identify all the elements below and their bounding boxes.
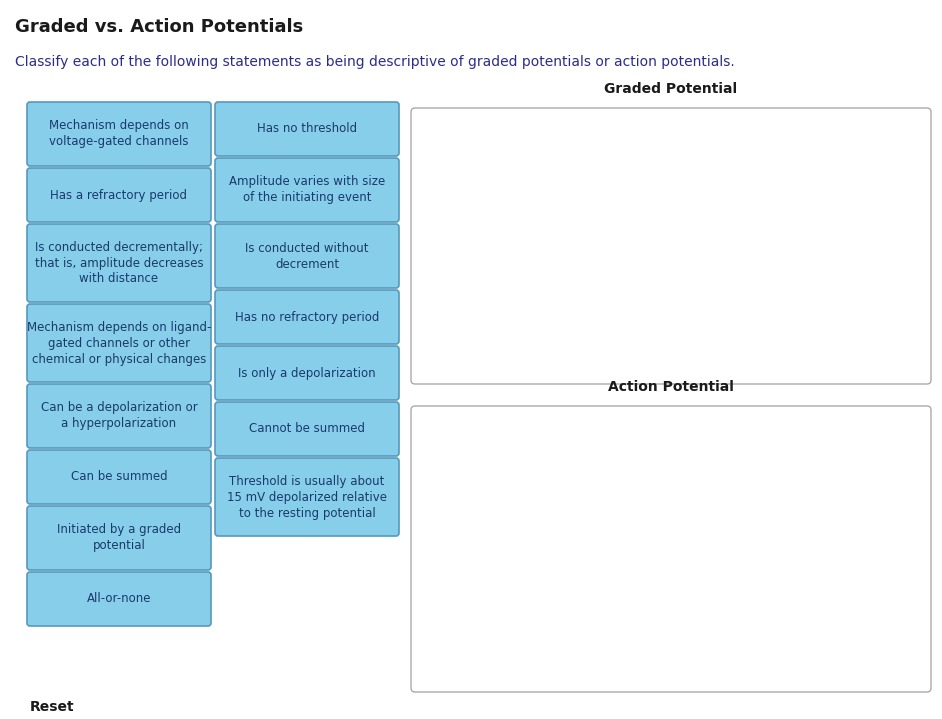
Text: Mechanism depends on ligand-
gated channels or other
chemical or physical change: Mechanism depends on ligand- gated chann…	[26, 321, 211, 365]
Text: Amplitude varies with size
of the initiating event: Amplitude varies with size of the initia…	[229, 175, 385, 204]
FancyBboxPatch shape	[27, 450, 211, 504]
FancyBboxPatch shape	[27, 168, 211, 222]
Text: Graded Potential: Graded Potential	[605, 82, 738, 96]
Text: Reset: Reset	[30, 700, 74, 714]
FancyBboxPatch shape	[215, 158, 399, 222]
FancyBboxPatch shape	[27, 224, 211, 302]
Text: Has no refractory period: Has no refractory period	[235, 311, 380, 324]
FancyBboxPatch shape	[215, 402, 399, 456]
Text: Classify each of the following statements as being descriptive of graded potenti: Classify each of the following statement…	[15, 55, 735, 69]
FancyBboxPatch shape	[27, 304, 211, 382]
FancyBboxPatch shape	[27, 384, 211, 448]
Text: Has a refractory period: Has a refractory period	[51, 188, 187, 201]
Text: Action Potential: Action Potential	[609, 380, 734, 394]
FancyBboxPatch shape	[411, 108, 931, 384]
Text: Is conducted decrementally;
that is, amplitude decreases
with distance: Is conducted decrementally; that is, amp…	[35, 240, 203, 285]
FancyBboxPatch shape	[27, 572, 211, 626]
FancyBboxPatch shape	[27, 506, 211, 570]
Text: Is conducted without
decrement: Is conducted without decrement	[245, 242, 368, 270]
FancyBboxPatch shape	[215, 224, 399, 288]
FancyBboxPatch shape	[27, 102, 211, 166]
FancyBboxPatch shape	[215, 458, 399, 536]
FancyBboxPatch shape	[215, 290, 399, 344]
FancyBboxPatch shape	[411, 406, 931, 692]
Text: Can be summed: Can be summed	[71, 470, 168, 483]
Text: Initiated by a graded
potential: Initiated by a graded potential	[57, 523, 181, 552]
FancyBboxPatch shape	[215, 346, 399, 400]
FancyBboxPatch shape	[215, 102, 399, 156]
Text: All-or-none: All-or-none	[87, 592, 152, 605]
Text: Threshold is usually about
15 mV depolarized relative
to the resting potential: Threshold is usually about 15 mV depolar…	[227, 475, 387, 520]
Text: Graded vs. Action Potentials: Graded vs. Action Potentials	[15, 18, 303, 36]
Text: Can be a depolarization or
a hyperpolarization: Can be a depolarization or a hyperpolari…	[41, 401, 198, 431]
Text: Cannot be summed: Cannot be summed	[249, 423, 365, 436]
Text: Is only a depolarization: Is only a depolarization	[238, 367, 376, 380]
Text: Has no threshold: Has no threshold	[257, 122, 357, 135]
Text: Mechanism depends on
voltage-gated channels: Mechanism depends on voltage-gated chann…	[49, 119, 189, 149]
